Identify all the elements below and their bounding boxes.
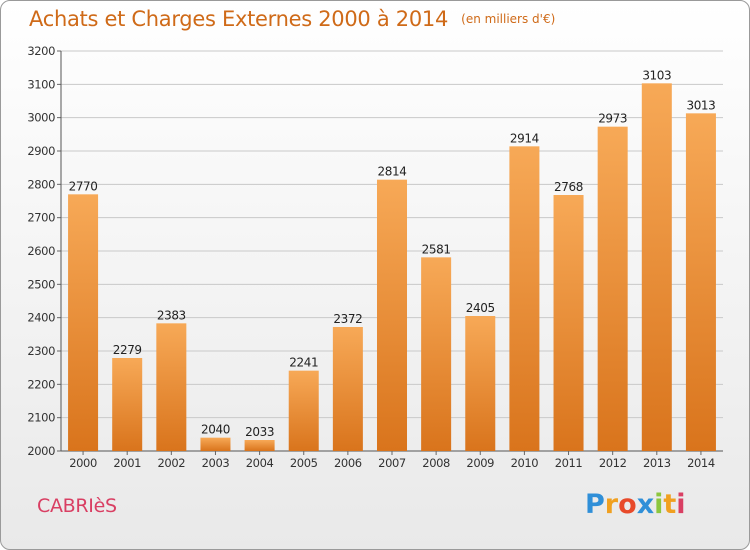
bar-2014 [685, 113, 716, 451]
x-tick-label-2007: 2007 [378, 456, 406, 470]
bar-2000 [68, 194, 99, 452]
bar-2008 [421, 257, 452, 451]
x-tick-label-2004: 2004 [246, 456, 274, 470]
bar-2009 [465, 316, 496, 451]
bars [68, 83, 716, 452]
data-label-2003: 2040 [201, 423, 230, 437]
data-label-2002: 2383 [157, 308, 186, 322]
y-tick-label: 2300 [27, 344, 55, 358]
x-tick-label-2000: 2000 [69, 456, 97, 470]
logo-letter: t [663, 489, 677, 520]
bar-2010 [509, 146, 540, 452]
bar-2005 [288, 370, 319, 451]
data-label-2005: 2241 [289, 356, 318, 370]
y-tick-label: 2100 [27, 411, 55, 425]
commune-name: CABRIèS [37, 495, 117, 517]
data-label-2010: 2914 [510, 131, 539, 145]
x-tick-label-2012: 2012 [599, 456, 627, 470]
bar-2013 [641, 83, 672, 451]
bar-2003 [200, 437, 231, 451]
x-tick-label-2005: 2005 [290, 456, 318, 470]
data-label-2000: 2770 [69, 179, 98, 193]
logo-letter: i [676, 489, 686, 520]
bar-2002 [156, 323, 187, 451]
x-tick-label-2001: 2001 [113, 456, 141, 470]
labels: 2000 2100 2200 2300 2400 2500 2600 2700 2800 2900… [27, 44, 715, 470]
y-tick-label: 2900 [27, 144, 55, 158]
data-label-2011: 2768 [554, 180, 583, 194]
x-tick-label-2006: 2006 [334, 456, 362, 470]
data-label-2001: 2279 [113, 343, 142, 357]
y-tick-label: 2800 [27, 177, 55, 191]
logo-letter: r [604, 489, 619, 520]
data-label-2007: 2814 [378, 165, 407, 179]
bar-2011 [553, 195, 584, 451]
y-tick-label: 3200 [27, 44, 55, 58]
y-tick-label: 3000 [27, 111, 55, 125]
bar-2012 [597, 126, 628, 452]
x-tick-label-2008: 2008 [422, 456, 450, 470]
x-tick-label-2009: 2009 [466, 456, 494, 470]
y-tick-label: 3100 [27, 77, 55, 91]
bar-2001 [112, 358, 143, 451]
logo-letter: o [618, 489, 637, 520]
x-tick-label-2002: 2002 [157, 456, 185, 470]
data-label-2004: 2033 [245, 425, 274, 439]
title-block: Achats et Charges Externes 2000 à 2014 (… [29, 7, 555, 31]
chart-title: Achats et Charges Externes 2000 à 2014 [29, 7, 449, 31]
x-tick-label-2014: 2014 [687, 456, 715, 470]
x-tick-label-2013: 2013 [643, 456, 671, 470]
bar-2007 [376, 179, 408, 451]
proxiti-logo[interactable]: Proxiti [585, 489, 686, 520]
y-tick-label: 2600 [27, 244, 55, 258]
y-tick-label: 2400 [27, 311, 55, 325]
bar-2004 [244, 440, 275, 451]
logo-letter: P [585, 489, 605, 520]
data-label-2006: 2372 [333, 312, 362, 326]
x-tick-label-2011: 2011 [555, 456, 583, 470]
data-label-2008: 2581 [422, 242, 451, 256]
data-label-2009: 2405 [466, 301, 495, 315]
unit-note: (en milliers d'€) [461, 12, 556, 26]
logo-letter: x [636, 489, 655, 520]
y-tick-label: 2700 [27, 211, 55, 225]
y-tick-label: 2000 [27, 444, 55, 458]
y-tick-label: 2500 [27, 277, 55, 291]
data-label-2012: 2973 [598, 112, 627, 126]
logo-letter: i [654, 489, 664, 520]
x-tick-label-2010: 2010 [511, 456, 539, 470]
bar-2006 [332, 327, 363, 451]
data-label-2014: 3013 [686, 98, 715, 112]
x-tick-label-2003: 2003 [202, 456, 230, 470]
data-label-2013: 3103 [642, 68, 671, 82]
y-tick-label: 2200 [27, 377, 55, 391]
